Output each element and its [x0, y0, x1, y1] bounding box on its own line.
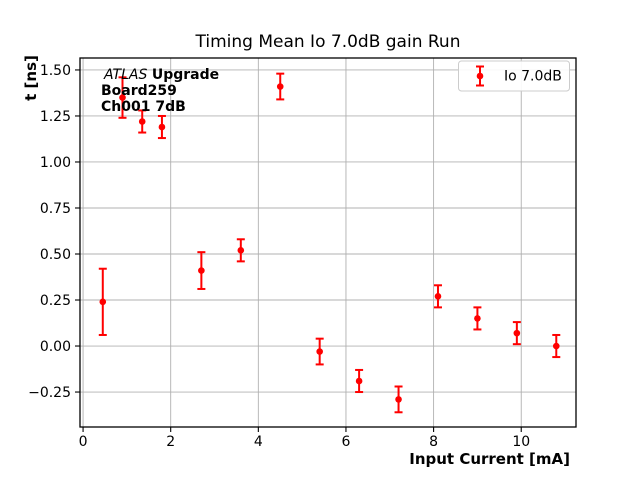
data-point-errorbar: [552, 333, 561, 359]
data-point-marker: [198, 267, 205, 274]
data-point-marker: [316, 348, 323, 355]
y-tick-label: 0.00: [40, 339, 71, 355]
y-tick-label: 1.00: [40, 155, 71, 171]
data-point-errorbar: [98, 267, 107, 336]
data-point-marker: [434, 293, 442, 300]
data-point-marker: [276, 83, 284, 90]
annotation-line: Ch001 7dB: [101, 99, 186, 115]
annotation-line: Board259: [101, 83, 177, 99]
data-point-errorbar: [118, 76, 127, 119]
legend-errorbar-marker-icon: [476, 65, 484, 87]
data-point-marker: [237, 247, 245, 254]
data-point-errorbar: [315, 337, 324, 366]
x-tick-label: 0: [79, 434, 88, 450]
data-point-marker: [138, 118, 146, 125]
x-axis-label: Input Current [mA]: [409, 450, 570, 468]
annotation-line: ATLAS Upgrade: [103, 67, 219, 83]
y-tick-label: −0.25: [28, 385, 71, 401]
data-point-errorbar: [433, 284, 442, 309]
data-point-errorbar: [138, 109, 147, 134]
legend-box: [458, 60, 570, 92]
y-tick-label: 0.50: [40, 247, 71, 263]
data-point-marker: [99, 298, 107, 306]
data-point-marker: [119, 94, 126, 101]
data-point-errorbar: [355, 368, 364, 394]
y-tick-label: 0.25: [40, 293, 71, 309]
x-tick-label: 6: [342, 434, 351, 450]
data-point-errorbar: [157, 114, 166, 140]
data-point-marker: [474, 315, 481, 322]
y-tick-label: 0.75: [40, 201, 71, 217]
x-tick-label: 2: [166, 434, 175, 450]
data-point-errorbar: [394, 385, 403, 414]
y-axis-label: t [ns]: [22, 55, 40, 101]
data-point-errorbar: [197, 251, 206, 290]
data-point-marker: [158, 123, 166, 131]
data-point-errorbar: [473, 306, 482, 331]
data-point-errorbar: [512, 321, 521, 346]
y-tick-label: 1.50: [40, 63, 71, 79]
x-tick-label: 4: [254, 434, 263, 450]
legend-label: Io 7.0dB: [504, 69, 562, 85]
axes-frame: [79, 57, 577, 428]
legend: Io 7.0dB: [458, 60, 570, 92]
chart-title: Timing Mean Io 7.0dB gain Run: [195, 32, 461, 52]
data-point-errorbar: [276, 72, 285, 101]
data-point-marker: [552, 342, 560, 350]
data-point-marker: [395, 396, 402, 403]
data-point-marker: [513, 329, 521, 337]
tick-layer: 0 2 4 6 8 10 1.50 1.25 1.00 0.75 0.50 0.25 0.00 −0.25: [28, 63, 530, 450]
data-point-errorbar: [236, 238, 245, 263]
data-point-marker: [355, 377, 363, 385]
series-layer: [98, 72, 561, 414]
y-tick-label: 1.25: [40, 109, 71, 125]
x-tick-label: 8: [429, 434, 438, 450]
x-tick-label: 10: [512, 434, 530, 450]
